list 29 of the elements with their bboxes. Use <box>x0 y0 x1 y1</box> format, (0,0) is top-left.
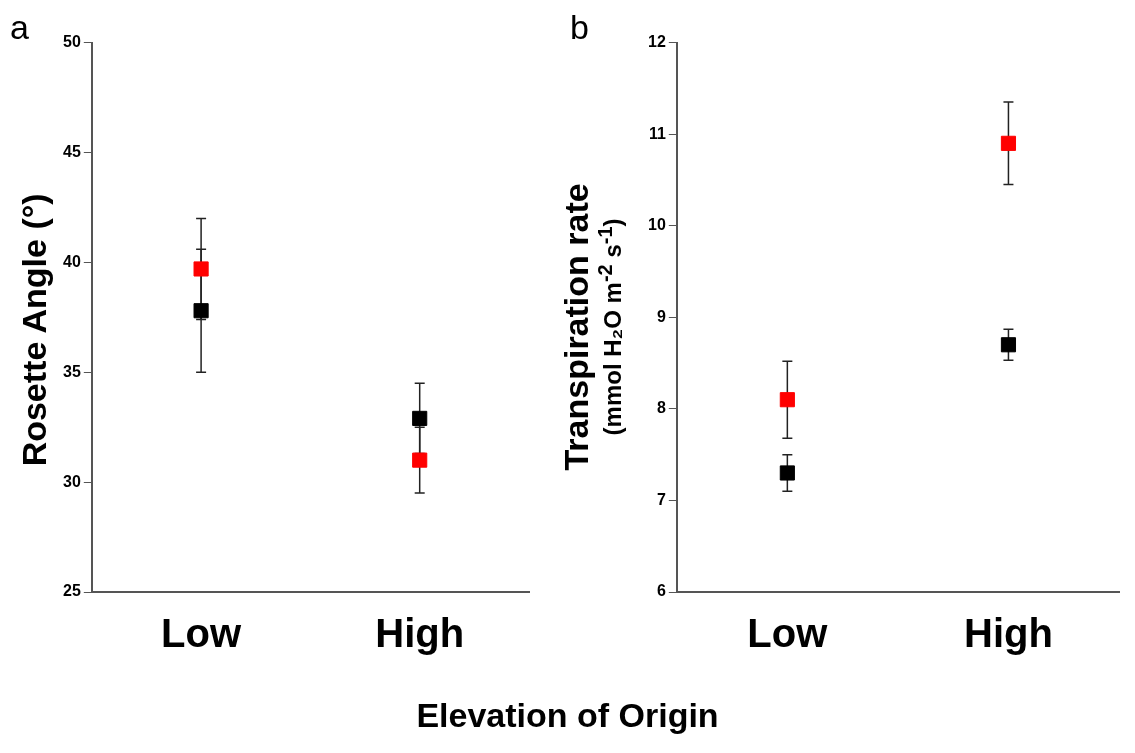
point <box>1000 337 1017 353</box>
x-tick-label: High <box>964 611 1053 656</box>
y-tick-label: 7 <box>656 490 666 508</box>
y-tick-label: 8 <box>656 399 666 417</box>
point <box>193 261 209 277</box>
y-tick-label: 9 <box>656 307 666 325</box>
point <box>779 392 795 408</box>
point <box>1000 135 1017 151</box>
y-tick-label: 50 <box>63 33 81 51</box>
y-tick-label: 11 <box>648 124 666 142</box>
point <box>779 465 795 481</box>
chart-title: a <box>10 8 29 47</box>
x-axis-title: Elevation of Origin <box>415 696 720 735</box>
point <box>193 303 209 319</box>
y-tick-label: 12 <box>648 33 666 51</box>
y-tick-label: 30 <box>63 472 81 490</box>
point <box>412 452 428 468</box>
y-tick-label: 10 <box>648 216 666 234</box>
chart-title: b <box>570 8 589 47</box>
y-tick-label: 45 <box>63 142 81 160</box>
x-tick-label: Low <box>161 611 242 656</box>
point <box>412 410 428 426</box>
y-axis-title: Rosette Angle (°) <box>15 192 54 469</box>
x-tick-label: Low <box>747 611 829 656</box>
y-tick-label: 35 <box>63 362 81 380</box>
y-tick-label: 6 <box>656 582 666 600</box>
x-tick-label: High <box>375 611 465 656</box>
y-tick-label: 25 <box>63 582 81 600</box>
y-tick-label: 40 <box>63 252 81 270</box>
